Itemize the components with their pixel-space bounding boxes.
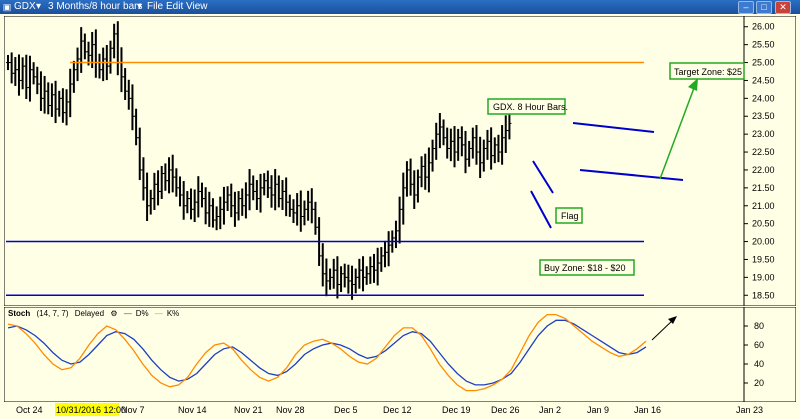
price-bars <box>6 21 512 300</box>
price-tick-label: 18.50 <box>752 290 775 300</box>
target-zone-label: Target Zone: $25 <box>674 67 742 77</box>
price-tick-label: 21.50 <box>752 183 775 193</box>
time-tick-label: Nov 21 <box>234 405 263 415</box>
time-tick-label: Jan 23 <box>736 405 763 415</box>
channel-upper-line <box>572 122 655 133</box>
stoch-d-line <box>7 319 647 386</box>
title-bar: ▣ GDX ▾ 3 Months/8 hour bars ▾ File Edit… <box>0 0 800 14</box>
price-tick-label: 26.00 <box>752 22 775 32</box>
symbol-label[interactable]: GDX <box>14 1 36 12</box>
stoch-arrow-shaft <box>651 318 675 341</box>
buy-zone-label: Buy Zone: $18 - $20 <box>544 263 626 273</box>
stoch-params: (14, 7, 7) <box>36 309 69 318</box>
stoch-axis: 20 40 60 80 <box>744 321 764 388</box>
price-tick-label: 23.00 <box>752 129 775 139</box>
time-tick-label: Jan 9 <box>587 405 609 415</box>
price-tick-label: 19.00 <box>752 272 775 282</box>
stoch-mode: Delayed <box>74 309 105 318</box>
time-tick-label: Jan 16 <box>634 405 661 415</box>
time-tick-label: Nov 7 <box>121 405 145 415</box>
stoch-tick-label: 20 <box>754 378 764 388</box>
price-tick-label: 22.50 <box>752 147 775 157</box>
stochastic-panel[interactable]: 20 40 60 80 <box>4 307 796 402</box>
time-tick-label: Nov 28 <box>276 405 305 415</box>
flag-label: Flag <box>561 211 579 221</box>
price-tick-label: 24.00 <box>752 93 775 103</box>
price-tick-label: 23.50 <box>752 111 775 121</box>
stoch-arrow-icon <box>668 316 677 324</box>
flag-annotation: Flag <box>555 207 583 224</box>
legend-k-label: K% <box>166 309 180 318</box>
target-arrow-shaft <box>659 87 695 180</box>
stoch-tick-label: 80 <box>754 321 764 331</box>
stoch-plot-area <box>4 307 796 402</box>
minimize-icon[interactable]: – <box>738 1 754 14</box>
legend-d-label: D% <box>135 309 149 318</box>
symbol-dropdown-icon[interactable]: ▾ <box>36 1 42 12</box>
level-lines <box>6 61 644 297</box>
settings-icon[interactable]: ⚙ <box>110 309 118 318</box>
time-tick-label: Dec 5 <box>334 405 358 415</box>
price-plot-area <box>4 16 796 306</box>
stoch-tick-label: 60 <box>754 340 764 350</box>
stoch-header[interactable]: Stoch (14, 7, 7) Delayed ⚙ — D% — K% <box>8 309 183 319</box>
price-bar <box>507 114 512 140</box>
menu-file[interactable]: File <box>147 1 164 12</box>
title-annotation: GDX. 8 Hour Bars. <box>487 98 568 115</box>
menu-view[interactable]: View <box>186 1 208 12</box>
time-tick-label: Jan 2 <box>539 405 561 415</box>
stoch-tick-label: 40 <box>754 359 764 369</box>
target-arrow-icon <box>688 78 698 91</box>
flag-upper-line <box>532 160 554 194</box>
price-tick-label: 20.00 <box>752 237 775 247</box>
stoch-lines <box>7 313 647 392</box>
legend-k-swatch: — <box>154 309 163 318</box>
price-tick-label: 24.50 <box>752 75 775 85</box>
menu-edit[interactable]: Edit <box>166 1 184 12</box>
period-label[interactable]: 3 Months/8 hour bars <box>48 1 143 12</box>
stoch-title: Stoch <box>8 309 31 318</box>
chart-title: GDX. 8 Hour Bars. <box>493 102 568 112</box>
cursor-date-highlight <box>55 403 119 416</box>
time-tick-label: Dec 12 <box>383 405 412 415</box>
price-tick-label: 25.50 <box>752 40 775 50</box>
price-tick-label: 19.50 <box>752 254 775 264</box>
buy-zone-annotation: Buy Zone: $18 - $20 <box>539 259 635 276</box>
price-tick-label: 20.50 <box>752 219 775 229</box>
period-dropdown-icon[interactable]: ▾ <box>137 1 143 12</box>
time-tick-label: 10/31/2016 12:00 <box>56 405 126 415</box>
time-tick-label: Oct 24 <box>16 405 43 415</box>
target-zone-annotation: Target Zone: $25 <box>669 62 745 80</box>
close-icon[interactable]: ✕ <box>775 1 791 14</box>
channel-lower-line <box>579 169 684 181</box>
price-tick-label: 25.00 <box>752 58 775 68</box>
time-tick-label: Dec 26 <box>491 405 520 415</box>
time-tick-label: Nov 14 <box>178 405 207 415</box>
time-tick-label: Dec 19 <box>442 405 471 415</box>
price-tick-label: 21.00 <box>752 201 775 211</box>
legend-d-swatch: — <box>123 309 132 318</box>
flag-lower-line <box>530 190 552 229</box>
maximize-icon[interactable]: □ <box>756 1 772 14</box>
price-tick-label: 22.00 <box>752 165 775 175</box>
stoch-k-line <box>7 313 647 392</box>
price-axis: 18.50 19.00 19.50 20.00 20.50 21.00 21.50 22.00… <box>744 22 775 300</box>
price-chart[interactable]: 18.50 19.00 19.50 20.00 20.50 21.00 21.50 22.00… <box>4 16 796 306</box>
chart-app-icon: ▣ <box>2 2 12 12</box>
